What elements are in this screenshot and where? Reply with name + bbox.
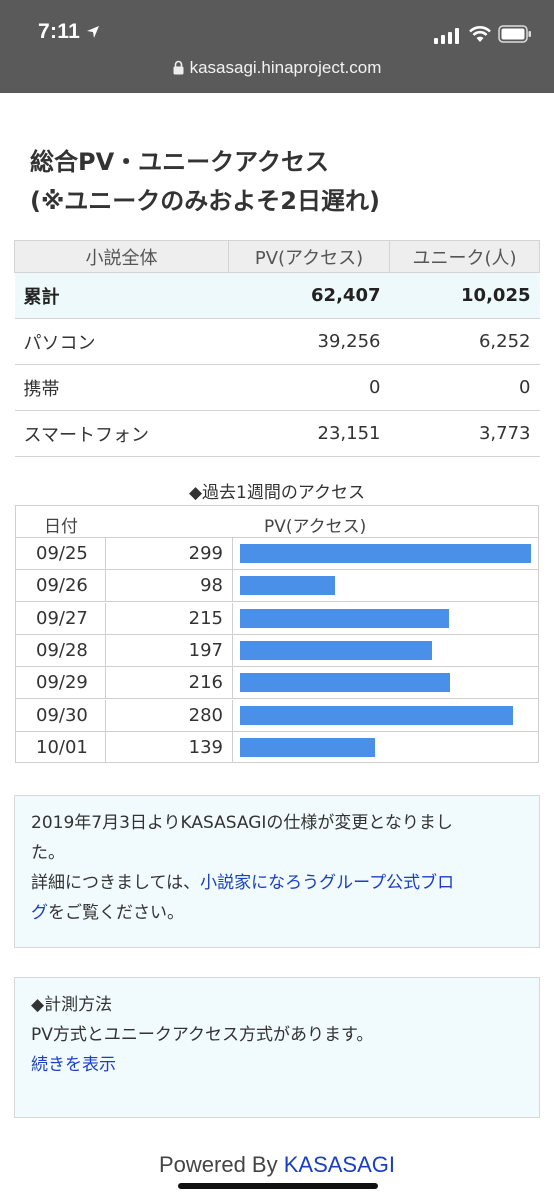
row-pv: 23,151 [228,410,390,457]
title-line-1: 総合PV・ユニークアクセス [30,148,329,176]
weekly-pv-bar [240,737,375,757]
weekly-header-date: 日付 [44,517,78,537]
spec-change-notice: 2019年7月3日よりKASASAGIの仕様が変更となりまし た。 詳細につきま… [14,795,540,948]
weekly-header-row: 日付 PV(アクセス) [16,506,538,538]
weekly-date: 09/29 [16,667,106,699]
row-label: スマートフォン [14,410,229,457]
official-blog-link[interactable]: 小説家になろうグループ公式ブロ [200,873,455,893]
show-more-link[interactable]: 続きを表示 [31,1055,116,1075]
summary-row-smartphone: スマートフォン 23,151 3,773 [14,410,540,457]
row-label: 累計 [14,272,229,319]
summary-header-row: 小説全体 PV(アクセス) ユニーク(人) [14,240,540,273]
row-pv: 39,256 [228,318,390,365]
weekly-pv-bar [240,640,432,660]
measurement-method-box: ◆計測方法 PV方式とユニークアクセス方式があります。 続きを表示 [14,977,540,1118]
weekly-pv-value: 280 [106,699,233,731]
notice-prefix: 詳細につきましては、 [31,873,201,893]
weekly-pv-value: 216 [106,667,233,699]
weekly-pv-value: 215 [106,602,233,634]
weekly-pv-bar [240,544,531,563]
weekly-header-pv: PV(アクセス) [264,517,367,537]
url-bar[interactable]: kasasagi.hinaproject.com [0,58,554,78]
notice-suffix: をご覧ください。 [48,903,184,923]
summary-table: 小説全体 PV(アクセス) ユニーク(人) 累計 62,407 10,025 パ… [14,240,540,457]
weekly-row: 09/29 216 [16,667,538,700]
powered-by: Powered By KASASAGI [0,1152,554,1178]
weekly-date: 10/01 [16,731,106,763]
weekly-row: 09/25 299 [16,538,538,570]
weekly-pv-value: 98 [106,570,233,602]
cellular-signal-icon [434,28,459,44]
notice-line-2: た。 [31,843,65,863]
summary-row-mobile: 携帯 0 0 [14,364,540,411]
location-arrow-icon [87,26,99,38]
weekly-pv-value: 299 [106,538,233,569]
title-line-2: (※ユニークのみおよそ2日遅れ) [30,187,380,215]
weekly-caption: ◆過去1週間のアクセス [188,483,366,503]
weekly-row: 09/28 197 [16,634,538,667]
header-pv: PV(アクセス) [228,240,390,273]
powered-text: Powered By [158,1152,284,1177]
kasasagi-link[interactable]: KASASAGI [283,1152,395,1177]
official-blog-link-cont[interactable]: グ [31,903,48,923]
weekly-date: 09/27 [16,602,106,634]
row-unique: 10,025 [389,272,540,319]
header-novel-total: 小説全体 [14,240,229,273]
notice-line-4: グをご覧ください。 [31,898,523,928]
summary-row-pc: パソコン 39,256 6,252 [14,318,540,365]
row-unique: 3,773 [389,410,540,457]
summary-row-total: 累計 62,407 10,025 [14,272,540,319]
header-unique: ユニーク(人) [389,240,540,273]
row-pv: 62,407 [228,272,390,319]
method-text: PV方式とユニークアクセス方式があります。 [31,1025,374,1045]
row-label: 携帯 [14,364,229,411]
row-pv: 0 [228,364,390,411]
wifi-icon [469,26,491,42]
page-title: 総合PV・ユニークアクセス (※ユニークのみおよそ2日遅れ) [30,143,530,221]
row-unique: 0 [389,364,540,411]
notice-line-1: 2019年7月3日よりKASASAGIの仕様が変更となりまし [31,813,453,833]
weekly-pv-bar [240,673,450,693]
weekly-row: 10/01 139 [16,731,538,764]
weekly-row: 09/26 98 [16,570,538,603]
weekly-date: 09/26 [16,570,106,602]
home-indicator[interactable] [178,1183,378,1189]
weekly-pv-value: 197 [106,634,233,666]
row-unique: 6,252 [389,318,540,365]
weekly-row: 09/30 280 [16,699,538,732]
url-text: kasasagi.hinaproject.com [189,58,382,77]
weekly-pv-bar [240,705,513,725]
weekly-date: 09/28 [16,634,106,666]
status-time: 7:11 [38,20,81,43]
weekly-access-table: 日付 PV(アクセス) 09/25 299 09/26 98 09/27 215 09/28… [15,505,539,763]
browser-top-bar: 7:11 kasasagi.hinaproject.com [0,0,554,93]
weekly-date: 09/30 [16,699,106,731]
weekly-pv-bar [240,576,335,596]
method-title: ◆計測方法 [31,995,113,1015]
lock-icon [173,60,184,75]
row-label: パソコン [14,318,229,365]
weekly-date: 09/25 [16,538,106,569]
weekly-pv-value: 139 [106,731,233,763]
weekly-pv-bar [240,608,449,628]
battery-icon [498,25,531,43]
weekly-row: 09/27 215 [16,602,538,635]
notice-line-3: 詳細につきましては、小説家になろうグループ公式ブロ [31,868,523,898]
